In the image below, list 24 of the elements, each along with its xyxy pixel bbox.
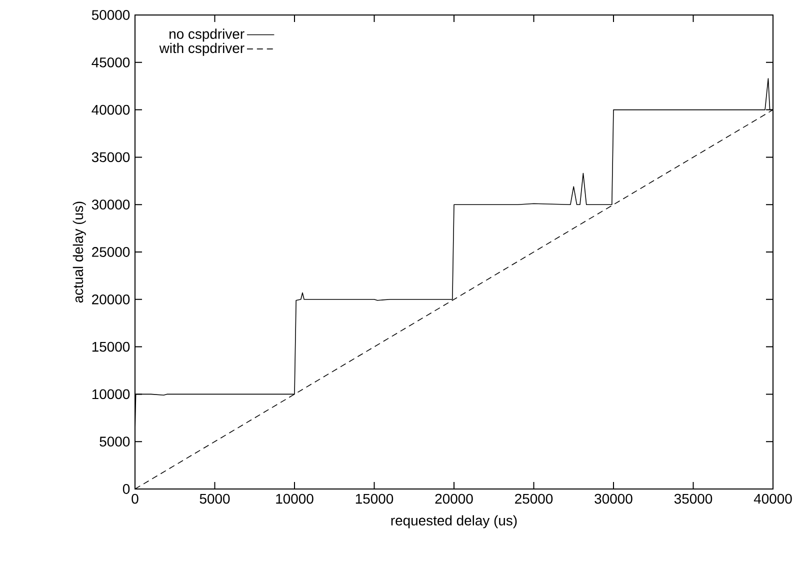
y-tick-label: 10000: [92, 389, 130, 400]
y-tick-label: 45000: [92, 57, 130, 68]
y-tick-label: 15000: [92, 342, 130, 352]
y-tick-label: 0: [122, 484, 130, 494]
y-tick-label: 40000: [92, 104, 130, 115]
y-tick-label: 30000: [92, 200, 130, 210]
y-tick-label: 35000: [92, 152, 130, 162]
x-tick-label: 30000: [594, 494, 632, 504]
x-tick-label: 10000: [276, 494, 314, 504]
x-tick-label: 40000: [754, 494, 792, 504]
x-tick-label: 15000: [356, 494, 394, 504]
y-tick-label: 5000: [100, 436, 130, 447]
y-tick-label: 50000: [92, 10, 130, 20]
x-axis-title: requested delay (us): [391, 515, 517, 528]
x-tick-label: 5000: [200, 494, 230, 504]
y-tick-label: 20000: [92, 294, 130, 304]
x-tick-label: 20000: [435, 494, 473, 504]
y-axis-title: actual delay (us): [72, 202, 86, 303]
x-tick-label: 0: [132, 494, 138, 504]
y-tick-label: 25000: [92, 247, 130, 257]
x-tick-label: 25000: [515, 494, 553, 504]
x-tick-label: 35000: [674, 494, 712, 504]
legend-label: with cspdriver: [159, 42, 244, 56]
legend-label: no cspdriver: [170, 28, 244, 42]
